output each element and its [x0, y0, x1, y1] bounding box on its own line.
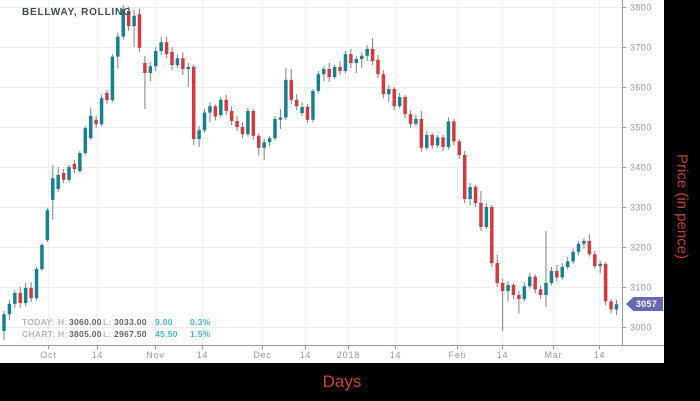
chart-low-prefix: L:	[103, 329, 112, 339]
svg-text:Feb: Feb	[449, 350, 467, 360]
last-price-tag: 3057	[626, 297, 663, 311]
chart-change-pct: 1.5%	[190, 329, 211, 339]
svg-text:Mar: Mar	[545, 350, 563, 360]
x-axis-title: Days	[322, 372, 362, 391]
chart-label: CHART:	[22, 329, 56, 339]
chart-high-prefix: H:	[58, 329, 68, 339]
svg-text:14: 14	[92, 350, 104, 360]
svg-text:14: 14	[497, 350, 509, 360]
svg-text:3200: 3200	[630, 243, 652, 253]
today-change-pct: 0.3%	[190, 317, 211, 327]
svg-text:3100: 3100	[630, 283, 652, 293]
svg-text:3500: 3500	[630, 123, 652, 133]
svg-text:3600: 3600	[630, 83, 652, 93]
svg-text:Dec: Dec	[253, 350, 271, 360]
svg-text:3400: 3400	[630, 163, 652, 173]
svg-text:3800: 3800	[630, 3, 652, 13]
today-high-value: 3060.00	[69, 317, 102, 327]
y-axis-title: Price (in pence)	[673, 153, 691, 260]
svg-text:3000: 3000	[630, 323, 652, 333]
svg-text:3300: 3300	[630, 203, 652, 213]
today-high-prefix: H:	[58, 317, 68, 327]
svg-text:Nov: Nov	[146, 350, 164, 360]
symbol-title: BELLWAY, ROLLING	[22, 7, 132, 18]
chart-change: 45.50	[155, 329, 178, 339]
svg-text:Oct: Oct	[40, 350, 56, 360]
today-label: TODAY:	[22, 317, 55, 327]
today-low-prefix: L:	[103, 317, 112, 327]
svg-text:3700: 3700	[630, 43, 652, 53]
chart-high-value: 3805.00	[69, 329, 102, 339]
today-low-value: 3033.00	[114, 317, 147, 327]
today-change: 9.00	[155, 317, 173, 327]
svg-text:14: 14	[300, 350, 312, 360]
candlestick-chart[interactable]: 3800 3700 3600 3500 3400 3300 3200 3100 3000 Oct 1…	[0, 0, 664, 363]
ohlc-legend: TODAY: H: 3060.00 L: 3033.00 9.00 0.3% C…	[22, 317, 262, 343]
x-axis-title-bar: Days	[0, 363, 700, 401]
svg-text:14: 14	[197, 350, 209, 360]
svg-text:2018: 2018	[337, 350, 360, 360]
svg-text:14: 14	[390, 350, 402, 360]
y-axis-title-bar: Price (in pence)	[664, 0, 700, 363]
svg-text:14: 14	[594, 350, 606, 360]
chart-panel: 3800 3700 3600 3500 3400 3300 3200 3100 3000 Oct 1…	[0, 0, 664, 363]
last-price-value: 3057	[635, 299, 658, 309]
chart-low-value: 2967.50	[114, 329, 147, 339]
